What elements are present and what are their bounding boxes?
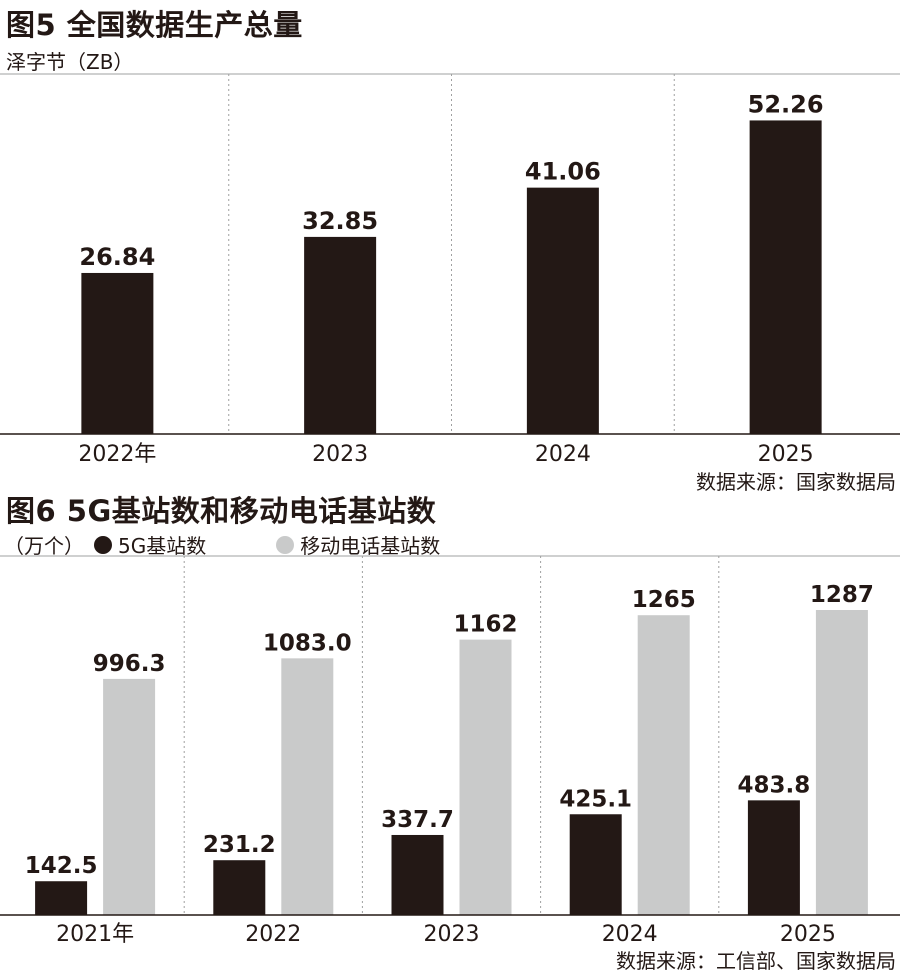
chart6-bar-5g <box>569 814 622 915</box>
figure5-source: 数据来源：国家数据局 <box>696 470 896 494</box>
chart5-value-label: 52.26 <box>748 90 824 118</box>
chart6-x-tick-label: 2024 <box>602 922 658 947</box>
chart6-bar-mobile <box>637 615 690 915</box>
chart6-value-label-5g: 142.5 <box>25 853 98 879</box>
legend-item-5g: 5G基站数 <box>94 530 206 559</box>
chart5-bar <box>526 187 599 434</box>
figure5-title: 图5 全国数据生产总量 <box>6 8 303 42</box>
chart6-value-label-mobile: 1287 <box>810 582 874 608</box>
figure6-legend: （万个） 5G基站数 移动电话基站数 <box>4 530 440 559</box>
chart5-x-tick-label: 2022年 <box>78 442 156 467</box>
chart6-x-tick-label: 2023 <box>424 922 480 947</box>
chart6-x-tick-label: 2021年 <box>56 922 134 947</box>
chart5-value-label: 32.85 <box>302 207 378 235</box>
chart6-bar-mobile <box>103 678 156 915</box>
chart6-value-label-5g: 483.8 <box>738 772 811 798</box>
legend-label-mobile: 移动电话基站数 <box>300 534 441 558</box>
chart6-bar-5g <box>213 860 266 915</box>
figure6-unit-label: （万个） <box>4 534 84 558</box>
chart6-bar-5g <box>35 881 88 915</box>
chart5-plot: 26.84 2022年 32.85 2023 41.06 2024 52.26 2025 <box>0 73 900 467</box>
chart6-value-label-5g: 231.2 <box>203 832 276 858</box>
chart5-x-tick-label: 2025 <box>758 442 814 467</box>
legend-dark-swatch-icon <box>94 535 112 554</box>
chart6-value-label-mobile: 996.3 <box>93 651 166 677</box>
figure6-title: 图6 5G基站数和移动电话基站数 <box>6 494 437 528</box>
legend-light-swatch-icon <box>276 535 295 554</box>
figure5-unit-label: 泽字节（ZB） <box>6 50 134 74</box>
chart5-bar <box>749 120 822 434</box>
chart6-value-label-mobile: 1083.0 <box>263 630 352 656</box>
chart5-bar <box>304 236 377 434</box>
chart6-bar-5g <box>747 800 800 915</box>
chart6-value-label-mobile: 1162 <box>453 612 517 638</box>
chart6-value-label-5g: 337.7 <box>381 807 454 833</box>
chart6-bar-mobile <box>281 658 334 915</box>
chart6-plot: 142.5 231.2 337.7 425.1 483.8 996.3 1083.0 1162… <box>0 555 900 947</box>
chart6-value-label-5g: 425.1 <box>559 786 632 812</box>
legend-item-mobile: 移动电话基站数 <box>276 530 440 559</box>
chart6-bar-mobile <box>459 639 512 915</box>
chart5-value-label: 41.06 <box>525 158 601 186</box>
legend-label-5g: 5G基站数 <box>118 534 207 558</box>
chart6-bar-5g <box>391 834 444 915</box>
chart5-value-label: 26.84 <box>79 243 155 271</box>
chart5-x-tick-label: 2024 <box>535 442 591 467</box>
chart6-x-tick-label: 2025 <box>780 922 836 947</box>
figure6-source: 数据来源：工信部、国家数据局 <box>616 949 896 973</box>
chart5-x-tick-label: 2023 <box>312 442 368 467</box>
chart6-x-tick-label: 2022 <box>245 922 301 947</box>
chart6-bar-mobile <box>815 610 868 915</box>
chart6-value-label-mobile: 1265 <box>632 587 696 613</box>
chart5-bar <box>81 272 154 434</box>
